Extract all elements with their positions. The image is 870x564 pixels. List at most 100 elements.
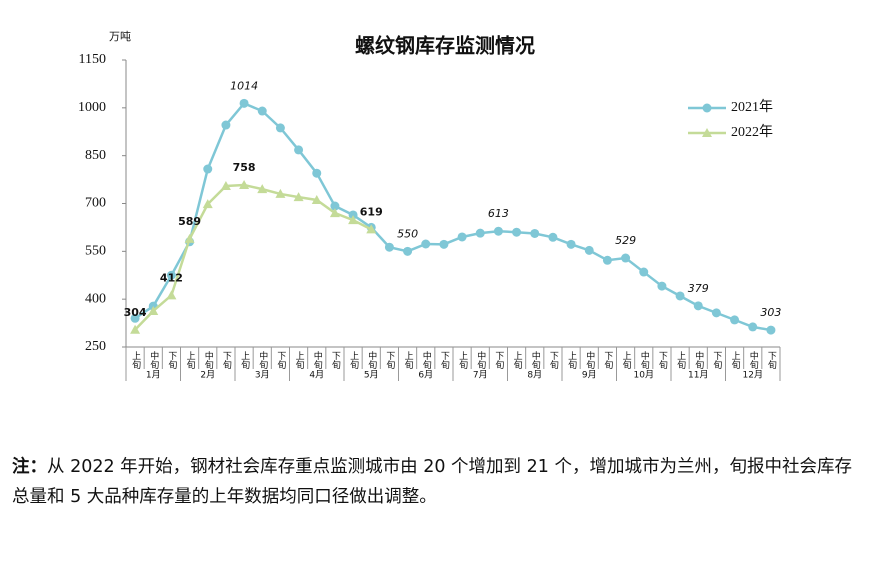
y-tick-label: 700 [85, 196, 106, 211]
x-tick-label: 下旬 [657, 351, 668, 370]
x-tick-label: 下旬 [384, 351, 395, 370]
x-tick-label: 中旬 [639, 350, 650, 370]
x-tick-label: 上旬 [675, 351, 686, 370]
x-tick-label: 下旬 [548, 351, 559, 370]
legend-marker [702, 103, 712, 113]
point [130, 324, 141, 334]
month-label: 11月 [688, 370, 708, 381]
x-tick-label: 中旬 [748, 350, 759, 370]
x-tick-label: 中旬 [693, 350, 704, 370]
data-label: 529 [615, 234, 636, 247]
data-label: 758 [233, 161, 256, 174]
point [312, 168, 322, 178]
point [166, 290, 177, 300]
point [366, 224, 377, 234]
series-line [134, 101, 772, 332]
x-tick-label: 上旬 [294, 351, 305, 370]
x-tick-label: 上旬 [348, 351, 359, 370]
y-tick-label: 1000 [78, 100, 106, 115]
x-tick-label: 下旬 [439, 351, 450, 370]
x-tick-label: 上旬 [512, 351, 523, 370]
x-tick-label: 上旬 [185, 351, 196, 370]
x-tick-label: 下旬 [330, 351, 341, 370]
data-label: 303 [760, 306, 781, 319]
month-label: 10月 [634, 370, 654, 381]
point [584, 245, 594, 255]
x-tick-label: 中旬 [203, 350, 214, 370]
point [166, 270, 176, 280]
y-tick-label: 400 [85, 291, 106, 306]
chart-title: 螺纹钢库存监测情况 [355, 34, 535, 58]
point [693, 301, 703, 311]
x-tick-label: 下旬 [602, 351, 613, 370]
x-tick-label: 下旬 [766, 351, 777, 370]
series-line [134, 183, 372, 331]
x-tick-label: 上旬 [403, 351, 414, 370]
point [220, 180, 231, 190]
point [257, 106, 267, 116]
y-tick-label: 250 [85, 339, 106, 354]
point [493, 226, 503, 236]
data-label: 613 [488, 207, 509, 220]
point [548, 232, 558, 242]
month-label: 6月 [418, 370, 433, 381]
x-tick-label: 中旬 [257, 350, 268, 370]
month-label: 4月 [309, 370, 324, 381]
x-tick-label: 中旬 [366, 350, 377, 370]
data-label: 1014 [230, 79, 258, 92]
point [657, 281, 667, 291]
month-label: 8月 [527, 370, 542, 381]
x-tick-label: 中旬 [475, 350, 486, 370]
data-label: 619 [360, 205, 383, 218]
x-tick-label: 中旬 [148, 350, 159, 370]
x-tick-label: 上旬 [130, 351, 141, 370]
point [148, 305, 159, 315]
point [512, 227, 522, 237]
x-tick-label: 下旬 [711, 351, 722, 370]
data-label: 550 [397, 227, 418, 240]
y-tick-label: 850 [85, 148, 106, 163]
point [239, 98, 249, 108]
legend-marker [702, 128, 712, 137]
note-text: 从 2022 年开始，钢材社会库存重点监测城市由 20 个增加到 21 个，增加… [12, 457, 852, 507]
y-unit: 万吨 [109, 30, 131, 43]
point [530, 228, 540, 238]
point [602, 255, 612, 265]
point [203, 164, 213, 174]
legend-label: 2021年 [731, 99, 773, 115]
x-tick-label: 上旬 [621, 351, 632, 370]
point [384, 242, 394, 252]
data-label: 379 [688, 282, 709, 295]
x-tick-label: 中旬 [421, 350, 432, 370]
point [621, 253, 631, 263]
y-tick-label: 550 [85, 244, 106, 259]
x-tick-label: 下旬 [275, 351, 286, 370]
point [202, 199, 213, 209]
x-tick-label: 上旬 [457, 351, 468, 370]
point [184, 233, 195, 243]
point [348, 210, 358, 220]
point [748, 322, 758, 332]
point [421, 239, 431, 249]
y-tick-label: 1150 [79, 52, 106, 67]
x-tick-label: 中旬 [312, 350, 323, 370]
month-label: 5月 [364, 370, 379, 381]
x-tick-label: 上旬 [730, 351, 741, 370]
point [275, 188, 286, 198]
x-tick-label: 上旬 [566, 351, 577, 370]
point [348, 215, 359, 225]
x-tick-label: 下旬 [493, 351, 504, 370]
point [766, 325, 776, 335]
note-label: 注： [12, 457, 47, 477]
note: 注：从 2022 年开始，钢材社会库存重点监测城市由 20 个增加到 21 个，… [12, 452, 858, 512]
legend-label: 2022年 [731, 124, 773, 140]
point [257, 184, 268, 194]
point [711, 308, 721, 318]
point [330, 201, 340, 211]
point [293, 192, 304, 202]
data-label: 412 [160, 271, 183, 284]
point [439, 239, 449, 249]
point [730, 315, 740, 325]
month-label: 12月 [743, 370, 763, 381]
point [475, 228, 485, 238]
